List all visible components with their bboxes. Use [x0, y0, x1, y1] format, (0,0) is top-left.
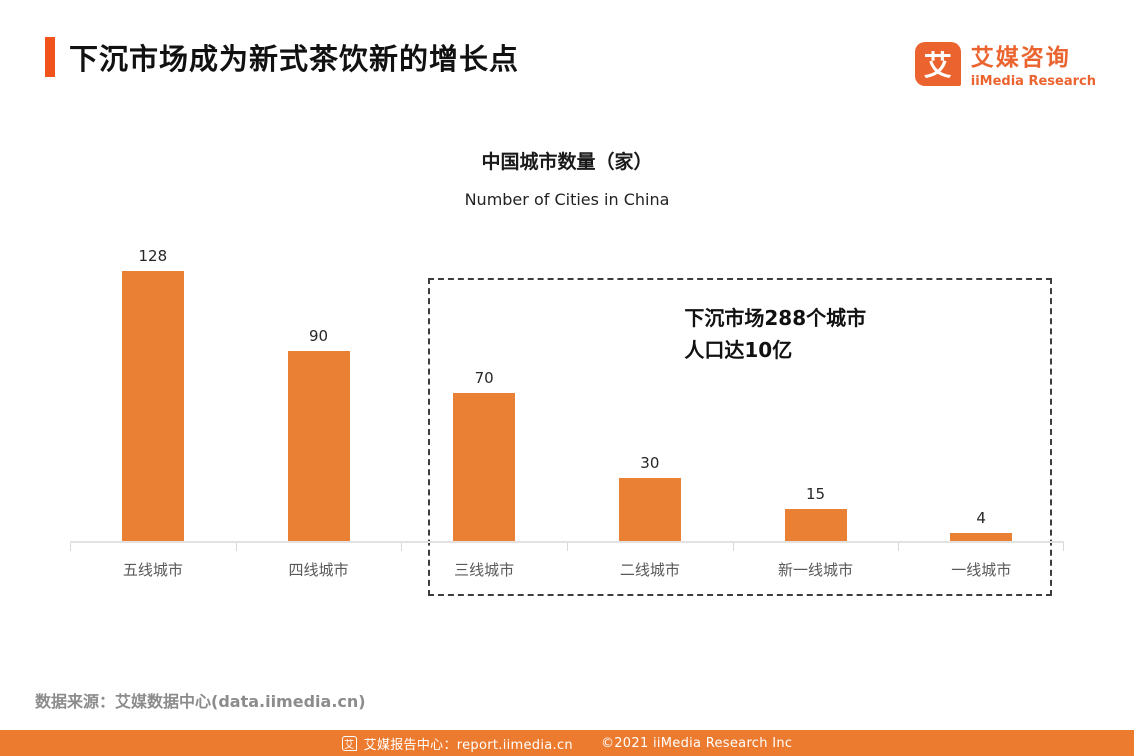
category-label: 三线城市 — [401, 543, 567, 580]
bar — [121, 271, 184, 541]
bar-column-6: 4 — [898, 509, 1064, 541]
copyright-text: ©2021 iiMedia Research Inc — [600, 735, 793, 751]
bar — [950, 533, 1013, 541]
bar-column-5: 15 — [733, 485, 899, 541]
plot-area: 128 90 70 30 15 4 — [70, 245, 1064, 543]
chart-title: 中国城市数量（家） — [481, 151, 653, 173]
category-axis: 五线城市 四线城市 三线城市 二线城市 新一线城市 一线城市 — [70, 543, 1064, 596]
report-center-link[interactable]: 艾媒报告中心：report.iimedia.cn — [363, 737, 573, 753]
logo-name-en: iiMedia Research — [970, 74, 1096, 89]
iimedia-footer-logo-icon: 艾 — [341, 735, 357, 751]
category-label: 五线城市 — [70, 543, 236, 580]
bar-value-label: 4 — [976, 509, 986, 527]
bar-value-label: 70 — [474, 369, 494, 387]
page-title: 下沉市场成为新式茶饮新的增长点 — [69, 42, 520, 76]
brand-logo: 艾 艾媒咨询 iiMedia Research — [914, 38, 1096, 89]
bar-chart: 128 90 70 30 15 4 五线城市 四线城市 三线城市 二线城市 新一线城市 一线城市 下… — [70, 245, 1064, 596]
bar-column-4: 30 — [567, 454, 733, 541]
chart-subtitle: Number of Cities in China — [464, 190, 670, 209]
bar-value-label: 90 — [308, 327, 329, 345]
category-label: 新一线城市 — [732, 543, 899, 580]
bar-value-label: 15 — [805, 485, 826, 503]
category-label: 四线城市 — [235, 543, 402, 580]
bar — [287, 351, 350, 541]
chart-section: 中国城市数量（家） Number of Cities in China 128 9… — [0, 147, 1134, 596]
title-block: 下沉市场成为新式茶饮新的增长点 — [45, 36, 519, 78]
category-label: 二线城市 — [567, 543, 733, 580]
header: 下沉市场成为新式茶饮新的增长点 艾 艾媒咨询 iiMedia Research — [0, 0, 1134, 89]
bar — [784, 509, 847, 541]
chart-header: 中国城市数量（家） Number of Cities in China — [0, 147, 1134, 209]
bar-column-1: 128 — [70, 247, 236, 541]
data-source-note: 数据来源：艾媒数据中心(data.iimedia.cn) — [35, 692, 366, 711]
bar — [453, 393, 516, 541]
logo-name-cn: 艾媒咨询 — [970, 45, 1071, 71]
logo-text: 艾媒咨询 iiMedia Research — [971, 38, 1096, 89]
bar-column-2: 90 — [236, 327, 402, 541]
footer-bar: 艾 艾媒报告中心：report.iimedia.cn ©2021 iiMedia… — [0, 730, 1134, 756]
bar — [618, 478, 681, 541]
category-label: 一线城市 — [898, 543, 1064, 580]
bar-value-label: 128 — [138, 247, 168, 265]
bar-column-3: 70 — [401, 369, 567, 541]
title-accent-bar — [45, 37, 55, 77]
bar-value-label: 30 — [640, 454, 660, 472]
iimedia-logo-icon: 艾 — [914, 41, 961, 86]
